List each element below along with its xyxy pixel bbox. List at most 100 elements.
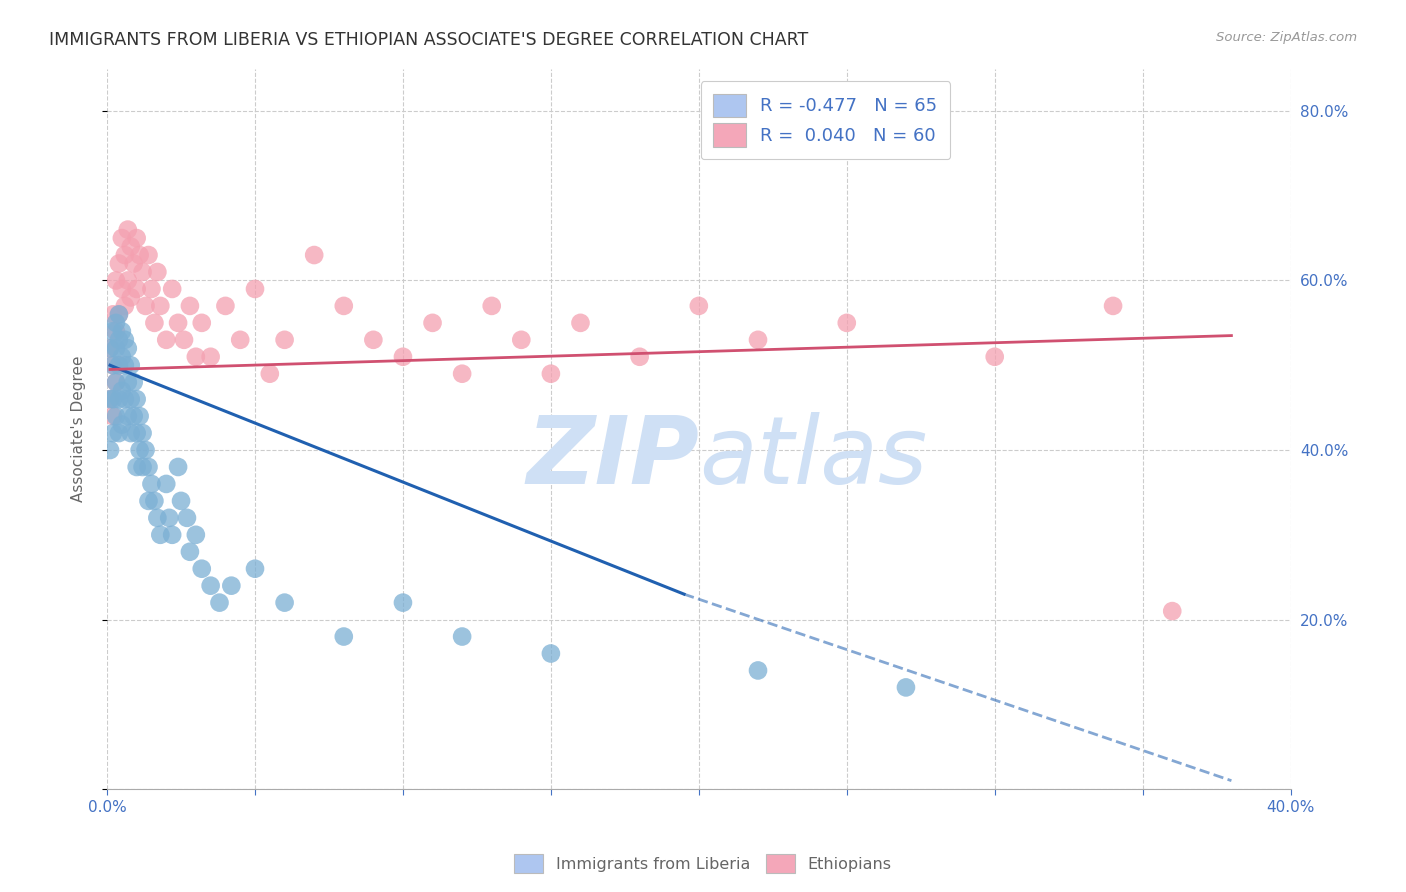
Point bbox=[179, 299, 201, 313]
Point bbox=[122, 409, 145, 423]
Point bbox=[138, 460, 160, 475]
Point bbox=[167, 316, 190, 330]
Point bbox=[114, 392, 136, 406]
Point bbox=[747, 664, 769, 678]
Point bbox=[146, 511, 169, 525]
Point bbox=[111, 417, 134, 432]
Point bbox=[273, 333, 295, 347]
Point bbox=[98, 443, 121, 458]
Point bbox=[167, 460, 190, 475]
Point bbox=[146, 265, 169, 279]
Point bbox=[540, 367, 562, 381]
Point bbox=[104, 341, 127, 355]
Point bbox=[155, 333, 177, 347]
Point bbox=[101, 358, 124, 372]
Point bbox=[481, 299, 503, 313]
Point bbox=[983, 350, 1005, 364]
Point bbox=[117, 222, 139, 236]
Point bbox=[101, 426, 124, 441]
Point bbox=[135, 443, 157, 458]
Point bbox=[333, 299, 356, 313]
Point bbox=[160, 282, 183, 296]
Point bbox=[1161, 604, 1184, 618]
Point bbox=[108, 358, 131, 372]
Point bbox=[125, 282, 148, 296]
Point bbox=[135, 299, 157, 313]
Point bbox=[98, 341, 121, 355]
Point bbox=[101, 409, 124, 423]
Point bbox=[117, 375, 139, 389]
Point bbox=[221, 579, 243, 593]
Point bbox=[125, 460, 148, 475]
Point bbox=[98, 392, 121, 406]
Point bbox=[176, 511, 198, 525]
Point bbox=[120, 239, 142, 253]
Point bbox=[200, 579, 222, 593]
Point bbox=[128, 443, 150, 458]
Text: ZIP: ZIP bbox=[526, 411, 699, 504]
Point bbox=[101, 324, 124, 338]
Point bbox=[200, 350, 222, 364]
Point bbox=[747, 333, 769, 347]
Point bbox=[104, 409, 127, 423]
Point bbox=[190, 316, 212, 330]
Point bbox=[179, 545, 201, 559]
Point bbox=[259, 367, 281, 381]
Point bbox=[143, 494, 166, 508]
Point bbox=[120, 290, 142, 304]
Text: Source: ZipAtlas.com: Source: ZipAtlas.com bbox=[1216, 31, 1357, 45]
Point bbox=[363, 333, 385, 347]
Point bbox=[111, 324, 134, 338]
Point bbox=[101, 392, 124, 406]
Point bbox=[628, 350, 651, 364]
Point bbox=[184, 528, 207, 542]
Point bbox=[101, 358, 124, 372]
Point bbox=[98, 341, 121, 355]
Point bbox=[111, 350, 134, 364]
Point bbox=[569, 316, 592, 330]
Point bbox=[1102, 299, 1125, 313]
Point bbox=[114, 299, 136, 313]
Point bbox=[138, 494, 160, 508]
Point bbox=[122, 375, 145, 389]
Point bbox=[108, 307, 131, 321]
Legend: R = -0.477   N = 65, R =  0.040   N = 60: R = -0.477 N = 65, R = 0.040 N = 60 bbox=[700, 81, 950, 159]
Point bbox=[422, 316, 444, 330]
Point bbox=[108, 256, 131, 270]
Point bbox=[302, 248, 325, 262]
Point bbox=[108, 307, 131, 321]
Point bbox=[451, 630, 474, 644]
Point bbox=[128, 409, 150, 423]
Point bbox=[111, 231, 134, 245]
Point bbox=[229, 333, 252, 347]
Point bbox=[243, 562, 266, 576]
Point bbox=[111, 384, 134, 398]
Point bbox=[128, 248, 150, 262]
Point bbox=[117, 273, 139, 287]
Point bbox=[114, 248, 136, 262]
Point bbox=[392, 350, 415, 364]
Point bbox=[114, 333, 136, 347]
Point bbox=[149, 299, 172, 313]
Point bbox=[111, 282, 134, 296]
Point bbox=[122, 256, 145, 270]
Y-axis label: Associate's Degree: Associate's Degree bbox=[72, 356, 86, 502]
Point bbox=[173, 333, 195, 347]
Point bbox=[160, 528, 183, 542]
Point bbox=[131, 265, 153, 279]
Point bbox=[392, 596, 415, 610]
Point bbox=[138, 248, 160, 262]
Point bbox=[131, 426, 153, 441]
Point bbox=[184, 350, 207, 364]
Point bbox=[243, 282, 266, 296]
Point bbox=[835, 316, 858, 330]
Point bbox=[104, 273, 127, 287]
Point bbox=[208, 596, 231, 610]
Point bbox=[125, 231, 148, 245]
Text: atlas: atlas bbox=[699, 412, 927, 503]
Point bbox=[273, 596, 295, 610]
Point bbox=[101, 307, 124, 321]
Point bbox=[125, 426, 148, 441]
Point bbox=[894, 681, 917, 695]
Text: IMMIGRANTS FROM LIBERIA VS ETHIOPIAN ASSOCIATE'S DEGREE CORRELATION CHART: IMMIGRANTS FROM LIBERIA VS ETHIOPIAN ASS… bbox=[49, 31, 808, 49]
